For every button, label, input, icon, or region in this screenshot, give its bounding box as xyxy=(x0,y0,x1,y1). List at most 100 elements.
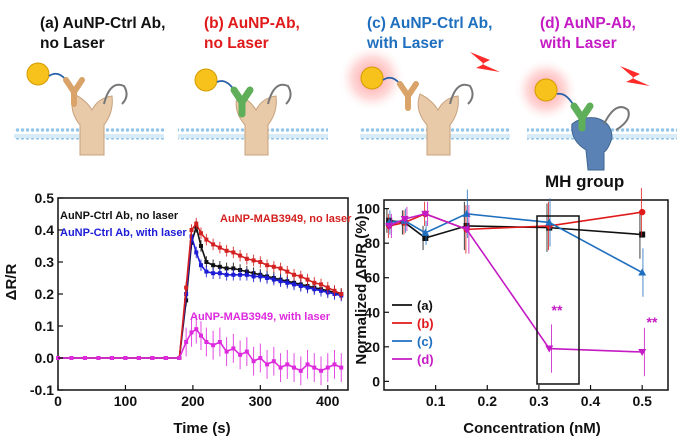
x-tick-label: 0.4 xyxy=(581,393,601,409)
legend-label: (c) xyxy=(417,334,433,349)
data-point xyxy=(258,260,263,264)
y-tick-label: -0.1 xyxy=(30,382,54,398)
data-point xyxy=(198,244,203,248)
data-point xyxy=(258,356,263,360)
legend-mab-no-laser: AuNP-MAB3949, no laser xyxy=(220,213,352,225)
data-point xyxy=(198,263,203,268)
data-point xyxy=(184,340,189,344)
data-point xyxy=(638,268,647,276)
data-point xyxy=(271,277,276,282)
receptor-c xyxy=(417,93,459,156)
legend-ctrl-with-laser: AuNP-Ctrl Ab, with laser xyxy=(60,227,187,239)
time-trace-series xyxy=(56,217,344,386)
data-point xyxy=(82,356,87,360)
data-point xyxy=(231,346,236,351)
data-point xyxy=(204,340,209,344)
data-point xyxy=(421,210,430,218)
data-point xyxy=(292,272,297,277)
data-point xyxy=(217,264,222,269)
data-point xyxy=(325,285,330,290)
data-point xyxy=(204,260,209,264)
data-point xyxy=(298,274,303,279)
data-point xyxy=(244,256,249,261)
gold-nanoparticle-a xyxy=(26,62,50,86)
x-tick-label: 0.3 xyxy=(529,393,549,409)
data-point xyxy=(211,242,216,247)
data-point xyxy=(211,271,216,276)
highlight-box xyxy=(536,215,580,385)
data-point xyxy=(123,356,128,360)
data-point xyxy=(231,266,236,271)
data-point xyxy=(265,263,270,268)
x-tick-label: 200 xyxy=(181,393,205,409)
data-point xyxy=(638,208,646,216)
data-point xyxy=(545,218,554,226)
data-point xyxy=(194,327,199,332)
concentration-ticks: 0.1 0.2 0.3 0.4 0.5 0 20 40 60 80 100 xyxy=(357,201,652,409)
x-tick-label: 400 xyxy=(316,393,340,409)
data-point xyxy=(217,271,222,276)
data-point xyxy=(385,222,394,230)
significance-mark-1: ** xyxy=(552,302,563,318)
data-point xyxy=(312,280,317,285)
data-point xyxy=(189,228,194,232)
laser-bolt-d-icon xyxy=(620,66,650,86)
data-point xyxy=(258,274,263,279)
data-point xyxy=(278,365,283,370)
receptor-b xyxy=(235,93,277,156)
data-point xyxy=(238,253,243,258)
data-point xyxy=(198,231,203,236)
data-point xyxy=(217,245,222,250)
data-point xyxy=(339,365,344,370)
mh-group-label: MH group xyxy=(545,172,625,191)
y-tick-label: 40 xyxy=(364,304,380,320)
data-point xyxy=(265,362,270,367)
data-point xyxy=(400,216,409,223)
data-point xyxy=(136,356,141,360)
loop-d xyxy=(603,106,630,131)
concentration-plot-frame xyxy=(383,199,669,391)
data-point xyxy=(319,282,324,287)
series-line xyxy=(388,212,643,353)
data-point xyxy=(189,330,194,335)
data-point xyxy=(312,365,317,370)
data-point xyxy=(265,276,270,280)
data-point xyxy=(298,284,303,288)
data-point xyxy=(278,266,283,271)
y-tick-label: 80 xyxy=(364,235,380,251)
significance-mark-2: ** xyxy=(647,314,658,330)
gold-nanoparticle-b xyxy=(194,68,218,92)
x-tick-label: 0.2 xyxy=(478,393,498,409)
gold-nanoparticle-d xyxy=(534,78,558,102)
data-point xyxy=(271,264,276,269)
x-tick-label: 0 xyxy=(54,393,62,409)
concentration-xlabel: Concentration (nM) xyxy=(463,420,600,437)
loop-c xyxy=(449,83,474,105)
data-point xyxy=(285,362,290,367)
antibody-d xyxy=(570,102,594,132)
data-point xyxy=(285,280,290,285)
data-point xyxy=(292,282,297,287)
data-point xyxy=(638,349,647,356)
panel-b-label-line2: no Laser xyxy=(204,35,269,52)
data-point xyxy=(325,365,330,370)
panel-a-label-line1: (a) AuNP-Ctrl Ab, xyxy=(40,15,166,32)
time-trace-ticks: 0 100 200 300 400 -0.1 0.0 0.1 0.2 0.3 0.4 0.5 xyxy=(30,190,340,409)
panel-d-label: (d) AuNP-Ab, with Laser xyxy=(540,14,636,54)
gold-nanoparticle-c xyxy=(360,66,384,90)
data-point xyxy=(251,258,256,263)
y-tick-label: 60 xyxy=(364,270,380,286)
data-point xyxy=(217,340,222,344)
concentration-series xyxy=(385,187,647,377)
data-point xyxy=(292,365,297,370)
concentration-ylabel: Normalized ΔR/R (%) xyxy=(353,215,370,364)
data-point xyxy=(332,288,337,293)
data-point xyxy=(194,250,199,255)
data-point xyxy=(184,285,189,290)
data-point xyxy=(462,226,471,234)
data-point xyxy=(231,272,236,277)
legend-mab-with-laser: AuNP-MAB3949, with laser xyxy=(190,311,331,323)
data-point xyxy=(319,288,324,293)
data-point xyxy=(251,274,256,279)
y-tick-label: 20 xyxy=(364,339,380,355)
